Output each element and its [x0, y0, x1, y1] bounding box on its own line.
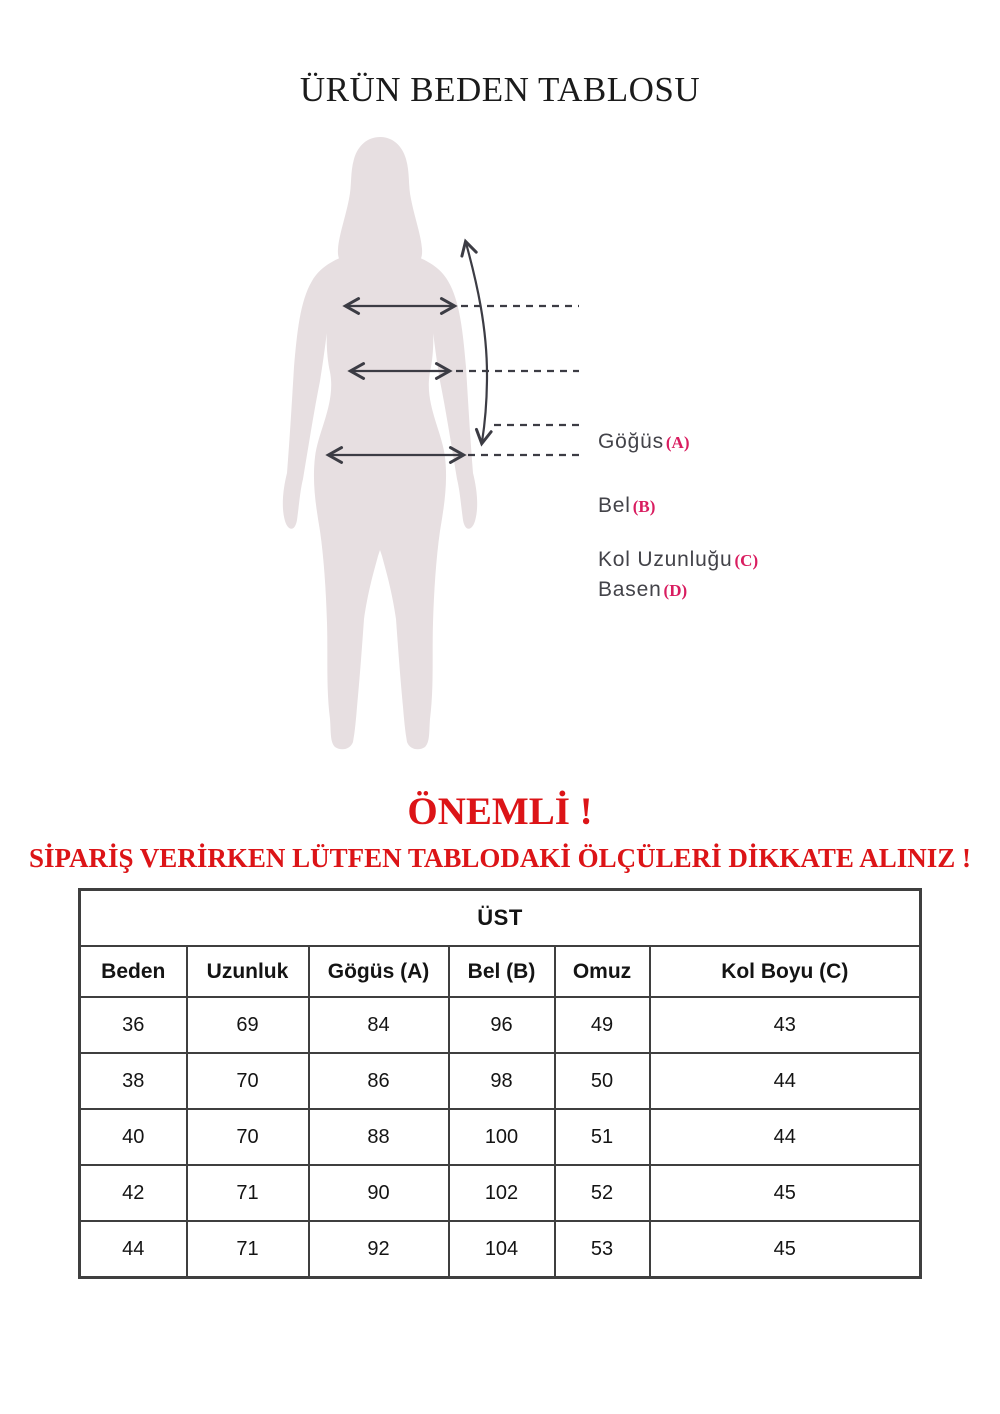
size-cell: 40 [78, 1108, 188, 1166]
label-sleeve-length: Kol Uzunluğu (C) [598, 547, 758, 574]
size-cell: 49 [553, 996, 651, 1054]
size-table: ÜST Beden Uzunluk Gögüs (A) Bel (B) Omuz… [78, 888, 923, 1279]
size-cell: 52 [553, 1164, 651, 1222]
table-row: 44 71 92 104 53 45 [78, 1220, 922, 1279]
size-cell: 92 [307, 1220, 450, 1279]
measurement-diagram: Göğüs (A) Bel (B) Kol Uzunluğu (C) Basen (D) [280, 135, 758, 760]
measure-letter: (C) [734, 551, 759, 570]
size-cell: 53 [553, 1220, 651, 1279]
size-cell: 100 [447, 1108, 556, 1166]
table-row: 38 70 86 98 50 44 [78, 1052, 922, 1110]
table-row: 40 70 88 100 51 44 [78, 1108, 922, 1166]
size-cell: 70 [185, 1108, 310, 1166]
table-row: 36 69 84 96 49 43 [78, 996, 922, 1054]
size-cell: 88 [307, 1108, 450, 1166]
size-cell: 69 [185, 996, 310, 1054]
size-cell: 96 [447, 996, 556, 1054]
label-chest: Göğüs (A) [598, 429, 689, 456]
size-cell: 86 [307, 1052, 450, 1110]
size-cell: 98 [447, 1052, 556, 1110]
size-table-body: 36 69 84 96 49 43 38 70 86 98 50 44 40 70 88 100 51 44 42 7… [78, 996, 922, 1279]
column-header-omuz: Omuz [553, 945, 651, 998]
silhouette-head [337, 137, 423, 267]
size-cell: 43 [648, 996, 922, 1054]
measure-name: Göğüs [598, 430, 664, 453]
column-header-bel: Bel (B) [447, 945, 556, 998]
table-group-header-row: ÜST [78, 888, 922, 947]
size-cell: 70 [185, 1052, 310, 1110]
column-header-kol-boyu: Kol Boyu (C) [648, 945, 922, 998]
size-cell: 44 [78, 1220, 188, 1279]
size-cell: 36 [78, 996, 188, 1054]
table-row: 42 71 90 102 52 45 [78, 1164, 922, 1222]
size-cell: 45 [648, 1164, 922, 1222]
size-cell: 38 [78, 1052, 188, 1110]
column-header-uzunluk: Uzunluk [185, 945, 310, 998]
size-cell: 90 [307, 1164, 450, 1222]
size-cell: 42 [78, 1164, 188, 1222]
column-header-beden: Beden [78, 945, 188, 998]
size-cell: 71 [185, 1220, 310, 1279]
page-title: ÜRÜN BEDEN TABLOSU [299, 70, 701, 109]
size-cell: 50 [553, 1052, 651, 1110]
silhouette-body [282, 249, 478, 750]
body-silhouette-graphic [282, 137, 583, 750]
size-cell: 51 [553, 1108, 651, 1166]
warning-text: SİPARİŞ VERİRKEN LÜTFEN TABLODAKİ ÖLÇÜLE… [29, 843, 971, 873]
measure-name: Basen [598, 578, 662, 601]
label-waist: Bel (B) [598, 493, 655, 520]
measure-name: Kol Uzunluğu [598, 548, 733, 571]
measure-letter: (B) [632, 497, 656, 516]
size-cell: 71 [185, 1164, 310, 1222]
size-cell: 44 [648, 1108, 922, 1166]
size-cell: 45 [648, 1220, 922, 1279]
measure-letter: (A) [665, 433, 690, 452]
size-cell: 84 [307, 996, 450, 1054]
measure-letter: (D) [663, 581, 688, 600]
sleeve-length-arrow [460, 238, 493, 447]
label-hip: Basen (D) [598, 577, 687, 604]
table-group-header: ÜST [78, 888, 922, 947]
important-heading: ÖNEMLİ ! [407, 790, 593, 833]
size-cell: 44 [648, 1052, 922, 1110]
size-cell: 102 [447, 1164, 556, 1222]
table-column-header-row: Beden Uzunluk Gögüs (A) Bel (B) Omuz Kol… [78, 945, 922, 998]
measure-name: Bel [598, 494, 631, 517]
size-cell: 104 [447, 1220, 556, 1279]
column-header-gogus: Gögüs (A) [307, 945, 450, 998]
